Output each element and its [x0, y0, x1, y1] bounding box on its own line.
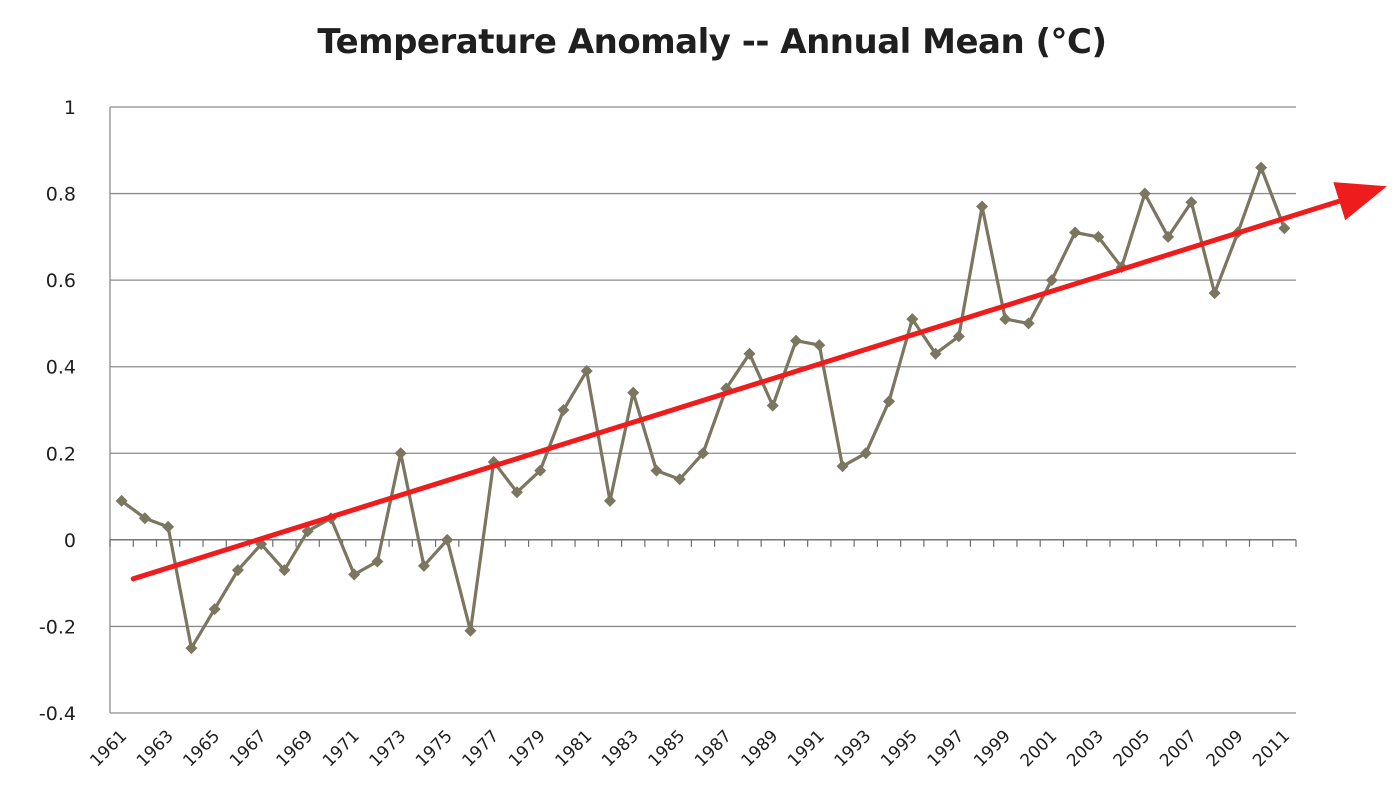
- data-point: [534, 464, 547, 477]
- data-point: [1278, 222, 1291, 235]
- x-tick-label: 1989: [738, 726, 783, 771]
- data-point: [348, 568, 361, 581]
- x-tick-label: 1983: [598, 726, 643, 771]
- x-tick-label: 1987: [691, 726, 736, 771]
- x-tick-label: 1977: [459, 726, 504, 771]
- y-tick-label: 0.2: [46, 443, 76, 465]
- data-point: [906, 313, 919, 326]
- data-point: [394, 447, 407, 460]
- data-point: [1185, 196, 1198, 209]
- data-point: [1069, 226, 1082, 239]
- x-tick-label: 1997: [924, 726, 969, 771]
- data-point: [580, 365, 593, 378]
- data-point: [1022, 317, 1035, 330]
- data-point: [510, 486, 523, 499]
- x-tick-label: 2005: [1110, 726, 1155, 771]
- x-tick-label: 2003: [1063, 726, 1108, 771]
- data-point: [790, 334, 803, 347]
- data-point: [697, 447, 709, 460]
- data-point: [883, 395, 896, 408]
- series-line: [120, 166, 1286, 650]
- x-tick-label: 1993: [831, 726, 876, 771]
- x-tick-label: 2001: [1017, 726, 1062, 771]
- x-tick-label: 1975: [412, 726, 457, 771]
- data-point: [1162, 230, 1175, 243]
- data-point: [417, 559, 430, 572]
- x-tick-label: 2011: [1249, 726, 1294, 771]
- data-point: [162, 520, 175, 533]
- data-point: [1138, 187, 1151, 200]
- data-point: [650, 464, 663, 477]
- x-tick-label: 1973: [365, 726, 410, 771]
- data-point: [952, 330, 965, 343]
- y-tick-label: 1: [64, 97, 76, 119]
- data-point: [743, 347, 756, 360]
- y-tick-label: -0.4: [39, 703, 76, 725]
- data-point: [813, 339, 826, 352]
- data-point: [208, 603, 221, 616]
- data-point: [1255, 161, 1268, 174]
- x-tick-label: 1985: [645, 726, 690, 771]
- x-tick-label: 1991: [784, 726, 829, 771]
- trend-arrow: [130, 182, 1387, 582]
- y-tick-label: 0.6: [46, 270, 76, 292]
- data-point: [557, 404, 570, 416]
- x-tick-label: 1999: [970, 726, 1015, 771]
- data-point: [1208, 287, 1221, 300]
- x-tick-label: 1979: [505, 726, 550, 771]
- data-point: [603, 494, 616, 507]
- y-tick-label: 0.4: [46, 357, 76, 379]
- data-point: [301, 525, 314, 538]
- x-tick-label: 2007: [1156, 726, 1201, 771]
- y-tick-label: 0.8: [46, 184, 76, 206]
- data-point: [999, 313, 1012, 326]
- x-tick-label: 1971: [319, 726, 364, 771]
- data-point: [859, 447, 872, 460]
- x-tick-label: 1967: [226, 726, 271, 771]
- data-point: [976, 200, 989, 213]
- data-point: [766, 399, 779, 412]
- data-point: [441, 533, 454, 546]
- data-point: [231, 564, 244, 577]
- data-point: [185, 642, 198, 655]
- y-tick-label: -0.2: [39, 616, 76, 638]
- data-point: [115, 494, 128, 507]
- x-tick-label: 1965: [179, 726, 224, 771]
- x-tick-label: 2009: [1203, 726, 1248, 771]
- x-tick-label: 1969: [272, 726, 317, 771]
- data-point: [929, 347, 942, 360]
- data-point: [464, 624, 477, 637]
- data-point: [627, 386, 640, 399]
- data-point: [278, 564, 291, 577]
- chart-title: Temperature Anomaly -- Annual Mean (°C): [317, 22, 1107, 62]
- y-tick-label: 0: [64, 530, 76, 552]
- x-tick-label: 1961: [86, 726, 131, 771]
- data-point: [1092, 230, 1105, 243]
- data-point: [138, 512, 151, 525]
- data-point: [673, 473, 686, 486]
- x-tick-label: 1981: [552, 726, 597, 771]
- data-point: [836, 460, 849, 473]
- data-point: [1045, 274, 1058, 287]
- x-tick-label: 1995: [877, 726, 922, 771]
- data-point: [371, 555, 384, 568]
- x-tick-label: 1963: [133, 726, 178, 771]
